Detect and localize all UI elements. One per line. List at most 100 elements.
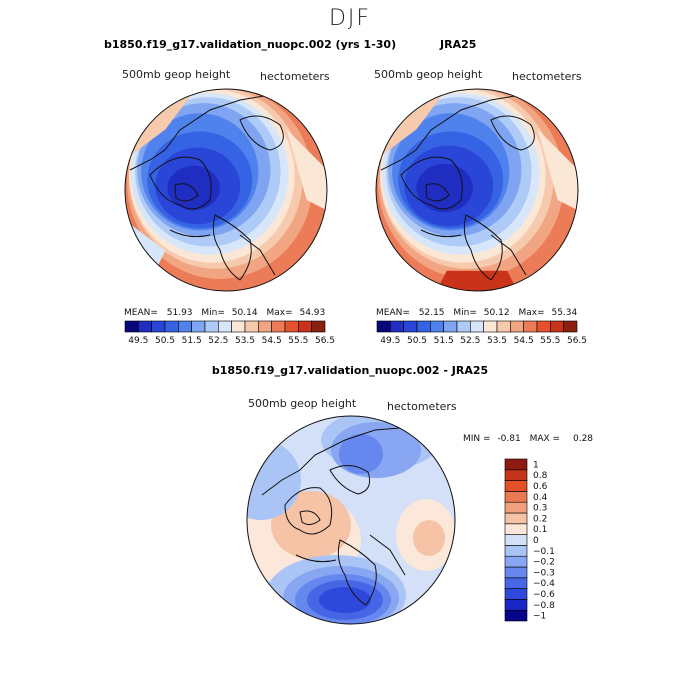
- obs-colorbar-swatch: [563, 320, 578, 333]
- obs-colorbar-tick-label: 52.5: [460, 336, 480, 346]
- obs-min-value: 50.12: [483, 308, 510, 318]
- diff-colorbar-swatch: [504, 577, 528, 589]
- diff-colorbar: 10.80.60.40.30.20.10−0.1−0.2−0.3−0.4−0.6…: [504, 458, 555, 622]
- model-colorbar-swatch: [191, 320, 206, 333]
- obs-mean-label: MEAN=: [376, 308, 410, 318]
- diff-polar-map: [246, 415, 456, 625]
- diff-variable-label: 500mb geop height: [248, 397, 357, 410]
- model-colorbar-tick-label: 50.5: [155, 336, 175, 346]
- model-colorbar-swatch: [284, 320, 299, 333]
- diff-colorbar-swatch: [504, 588, 528, 600]
- diff-min-value: -0.81: [497, 434, 521, 444]
- model-colorbar-tick-label: 54.5: [262, 336, 282, 346]
- diff-colorbar-tick-label: −1: [533, 612, 546, 622]
- diff-colorbar-swatch: [504, 534, 528, 546]
- model-colorbar-swatch: [204, 320, 219, 333]
- obs-colorbar-swatch: [443, 320, 458, 333]
- diff-colorbar-swatch: [504, 501, 528, 514]
- model-colorbar: 49.5 50.5 51.5 52.5 53.5 54.5 55.5 56.5: [124, 320, 335, 346]
- model-max-value: 54.93: [299, 308, 326, 318]
- obs-colorbar: 49.5 50.5 51.5 52.5 53.5 54.5 55.5 56.5: [376, 320, 587, 346]
- diff-colorbar-tick-label: 0.3: [533, 504, 547, 514]
- model-stats: MEAN= 51.93 Min= 50.14 Max= 54.93: [124, 308, 325, 318]
- obs-colorbar-swatch: [550, 320, 564, 333]
- diff-colorbar-tick-label: −0.8: [533, 601, 555, 611]
- obs-colorbar-tick-label: 51.5: [434, 336, 454, 346]
- obs-colorbar-swatch: [496, 320, 511, 333]
- diff-colorbar-tick-label: 0.4: [533, 493, 548, 503]
- obs-map-border: [375, 88, 579, 292]
- model-colorbar-swatch: [311, 320, 326, 333]
- model-min-label: Min=: [201, 308, 225, 318]
- model-map-border: [124, 88, 328, 292]
- diff-colorbar-tick-label: −0.6: [533, 590, 555, 600]
- obs-variable-label: 500mb geop height: [374, 68, 483, 81]
- diff-map-border: [246, 415, 456, 625]
- model-units-label: hectometers: [260, 70, 330, 83]
- model-colorbar-swatch: [178, 320, 192, 333]
- obs-colorbar-swatch: [536, 320, 551, 333]
- diff-colorbar-swatch: [504, 491, 528, 503]
- diff-colorbar-swatch: [504, 458, 528, 471]
- figure-title: DJF: [328, 6, 372, 31]
- diff-colorbar-tick-label: −0.1: [533, 547, 555, 557]
- model-max-label: Max=: [266, 308, 293, 318]
- obs-colorbar-tick-label: 56.5: [567, 336, 587, 346]
- diff-colorbar-swatch: [504, 545, 528, 557]
- diff-colorbar-tick-label: 0.6: [533, 482, 548, 492]
- model-polar-map: [124, 88, 328, 292]
- model-mean-value: 51.93: [166, 308, 193, 318]
- diff-stats: MIN = -0.81 MAX = 0.28: [463, 434, 593, 444]
- model-colorbar-swatch: [218, 320, 232, 333]
- model-colorbar-swatch: [151, 320, 166, 333]
- diff-colorbar-swatch: [504, 512, 528, 525]
- model-colorbar-tick-label: 55.5: [288, 336, 308, 346]
- obs-colorbar-swatch: [416, 320, 431, 333]
- obs-colorbar-swatch: [523, 320, 538, 333]
- diff-min-label: MIN =: [463, 434, 491, 444]
- obs-colorbar-tick-label: 54.5: [514, 336, 534, 346]
- model-colorbar-tick-label: 53.5: [235, 336, 255, 346]
- diff-colorbar-swatch: [504, 555, 528, 568]
- diff-colorbar-swatch: [504, 469, 528, 481]
- diff-colorbar-tick-label: 0.1: [533, 525, 547, 535]
- model-panel-title: b1850.f19_g17.validation_nuopc.002 (yrs …: [104, 38, 397, 51]
- obs-units-label: hectometers: [512, 70, 582, 83]
- diff-colorbar-tick-label: −0.4: [533, 579, 555, 589]
- obs-colorbar-tick-label: 50.5: [407, 336, 427, 346]
- diff-colorbar-tick-label: 0: [533, 536, 539, 546]
- obs-panel-title: JRA25: [440, 38, 477, 51]
- diff-panel-title: b1850.f19_g17.validation_nuopc.002 - JRA…: [211, 364, 489, 377]
- model-colorbar-swatch: [164, 320, 179, 333]
- model-colorbar-swatch: [244, 320, 259, 333]
- obs-colorbar-swatch: [403, 320, 418, 333]
- obs-colorbar-swatch: [456, 320, 471, 333]
- diff-colorbar-swatch: [504, 599, 528, 611]
- diff-max-value: 0.28: [572, 434, 594, 444]
- obs-mean-value: 52.15: [418, 308, 445, 318]
- model-colorbar-swatch: [271, 320, 286, 333]
- obs-colorbar-tick-label: 55.5: [540, 336, 560, 346]
- model-colorbar-tick-label: 52.5: [208, 336, 228, 346]
- diff-max-label: MAX =: [529, 434, 561, 444]
- obs-min-label: Min=: [453, 308, 477, 318]
- obs-colorbar-swatch: [390, 320, 404, 333]
- model-min-value: 50.14: [231, 308, 258, 318]
- diff-colorbar-swatch: [504, 523, 528, 535]
- model-colorbar-swatch: [231, 320, 246, 333]
- model-colorbar-swatch: [124, 320, 139, 333]
- obs-colorbar-swatch: [483, 320, 498, 333]
- model-colorbar-swatch: [258, 320, 272, 333]
- model-variable-label: 500mb geop height: [122, 68, 231, 81]
- obs-colorbar-swatch: [376, 320, 391, 333]
- obs-colorbar-swatch: [430, 320, 444, 333]
- model-colorbar-tick-label: 56.5: [315, 336, 335, 346]
- diff-colorbar-tick-label: −0.2: [533, 558, 555, 568]
- diff-colorbar-swatch: [504, 609, 528, 622]
- obs-polar-map: [375, 88, 579, 292]
- obs-colorbar-tick-label: 49.5: [380, 336, 400, 346]
- obs-stats: MEAN= 52.15 Min= 50.12 Max= 55.34: [376, 308, 577, 318]
- model-colorbar-tick-label: 49.5: [128, 336, 148, 346]
- diff-colorbar-tick-label: 1: [533, 460, 539, 470]
